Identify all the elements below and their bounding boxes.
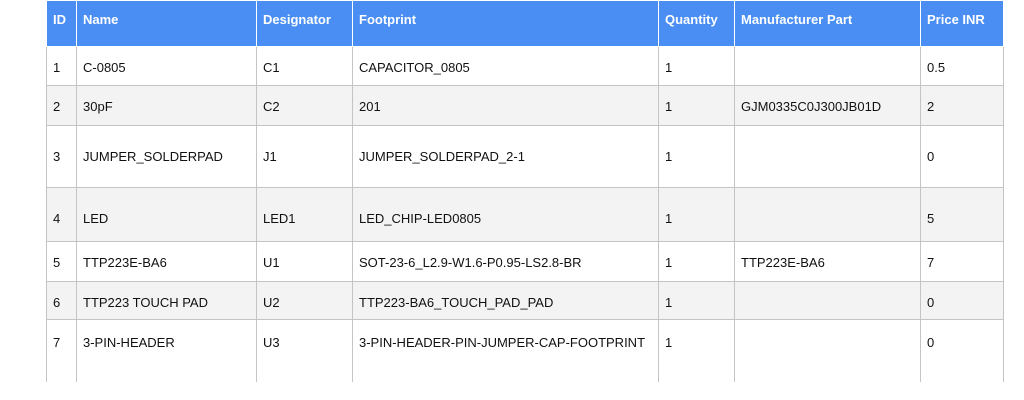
table-cell: 0 (920, 125, 1004, 188)
table-cell: JUMPER_SOLDERPAD (76, 125, 257, 188)
column-header: Price INR (920, 0, 1004, 47)
table-cell: GJM0335C0J300JB01D (734, 85, 921, 126)
column-header: Footprint (352, 0, 659, 47)
table-cell: 6 (46, 281, 77, 320)
table-cell: TTP223 TOUCH PAD (76, 281, 257, 320)
table-cell: 7 (920, 241, 1004, 282)
table-cell: 1 (658, 241, 735, 282)
table-row: 5 TTP223E-BA6 U1 SOT-23-6_L2.9-W1.6-P0.95-L… (46, 241, 1004, 282)
column-header: Manufacturer Part (734, 0, 921, 47)
table-cell: 0 (920, 319, 1004, 382)
table-cell: JUMPER_SOLDERPAD_2-1 (352, 125, 659, 188)
table-cell: 1 (658, 85, 735, 126)
column-header: ID (46, 0, 77, 47)
table-cell (734, 281, 921, 320)
table-cell: LED1 (256, 187, 353, 242)
table-cell: LED (76, 187, 257, 242)
table-cell: J1 (256, 125, 353, 188)
table-cell: 0 (920, 281, 1004, 320)
table-cell (734, 125, 921, 188)
table-cell: CAPACITOR_0805 (352, 46, 659, 86)
table-cell: U3 (256, 319, 353, 382)
table-cell: 3-PIN-HEADER (76, 319, 257, 382)
table-cell: 1 (658, 125, 735, 188)
table-row: 6 TTP223 TOUCH PAD U2 TTP223-BA6_TOUCH_PAD_… (46, 281, 1004, 320)
header-row: ID Name Designator Footprint Quantity Manufac… (46, 0, 1004, 47)
table-cell: 201 (352, 85, 659, 126)
table-cell: SOT-23-6_L2.9-W1.6-P0.95-LS2.8-BR (352, 241, 659, 282)
table-cell: 3 (46, 125, 77, 188)
table-cell: 5 (46, 241, 77, 282)
table-cell (734, 319, 921, 382)
table-cell: C-0805 (76, 46, 257, 86)
table-row: 7 3-PIN-HEADER U3 3-PIN-HEADER-PIN-JUMPER-C… (46, 319, 1004, 382)
table-cell: 1 (658, 281, 735, 320)
table-cell: 5 (920, 187, 1004, 242)
column-header: Name (76, 0, 257, 47)
table-row: 2 30pF C2 201 1 GJM0335C0J300JB01D 2 (46, 85, 1004, 126)
table-cell: 1 (658, 46, 735, 86)
table-cell: 30pF (76, 85, 257, 126)
bom-table: ID Name Designator Footprint Quantity Manufac… (46, 0, 1004, 382)
table-cell: 7 (46, 319, 77, 382)
table-cell: C1 (256, 46, 353, 86)
table-cell: 3-PIN-HEADER-PIN-JUMPER-CAP-FOOTPRINT (352, 319, 659, 382)
table-cell: 4 (46, 187, 77, 242)
table-row: 1 C-0805 C1 CAPACITOR_0805 1 0.5 (46, 46, 1004, 86)
table-cell: U1 (256, 241, 353, 282)
table-cell: 1 (46, 46, 77, 86)
table-cell: 2 (46, 85, 77, 126)
table-cell: 1 (658, 187, 735, 242)
table-row: 4 LED LED1 LED_CHIP-LED0805 1 5 (46, 187, 1004, 242)
table-cell: 0.5 (920, 46, 1004, 86)
table-body: 1 C-0805 C1 CAPACITOR_0805 1 0.5 2 30pF C2 201 1 GJ… (46, 46, 1004, 382)
table-cell: TTP223-BA6_TOUCH_PAD_PAD (352, 281, 659, 320)
table-cell: C2 (256, 85, 353, 126)
column-header: Designator (256, 0, 353, 47)
table-cell (734, 187, 921, 242)
table-cell: TTP223E-BA6 (734, 241, 921, 282)
table-cell: U2 (256, 281, 353, 320)
table-cell (734, 46, 921, 86)
table-cell: LED_CHIP-LED0805 (352, 187, 659, 242)
table-cell: 2 (920, 85, 1004, 126)
column-header: Quantity (658, 0, 735, 47)
table-cell: TTP223E-BA6 (76, 241, 257, 282)
table-cell: 1 (658, 319, 735, 382)
table-row: 3 JUMPER_SOLDERPAD J1 JUMPER_SOLDERPAD_2-1 1… (46, 125, 1004, 188)
